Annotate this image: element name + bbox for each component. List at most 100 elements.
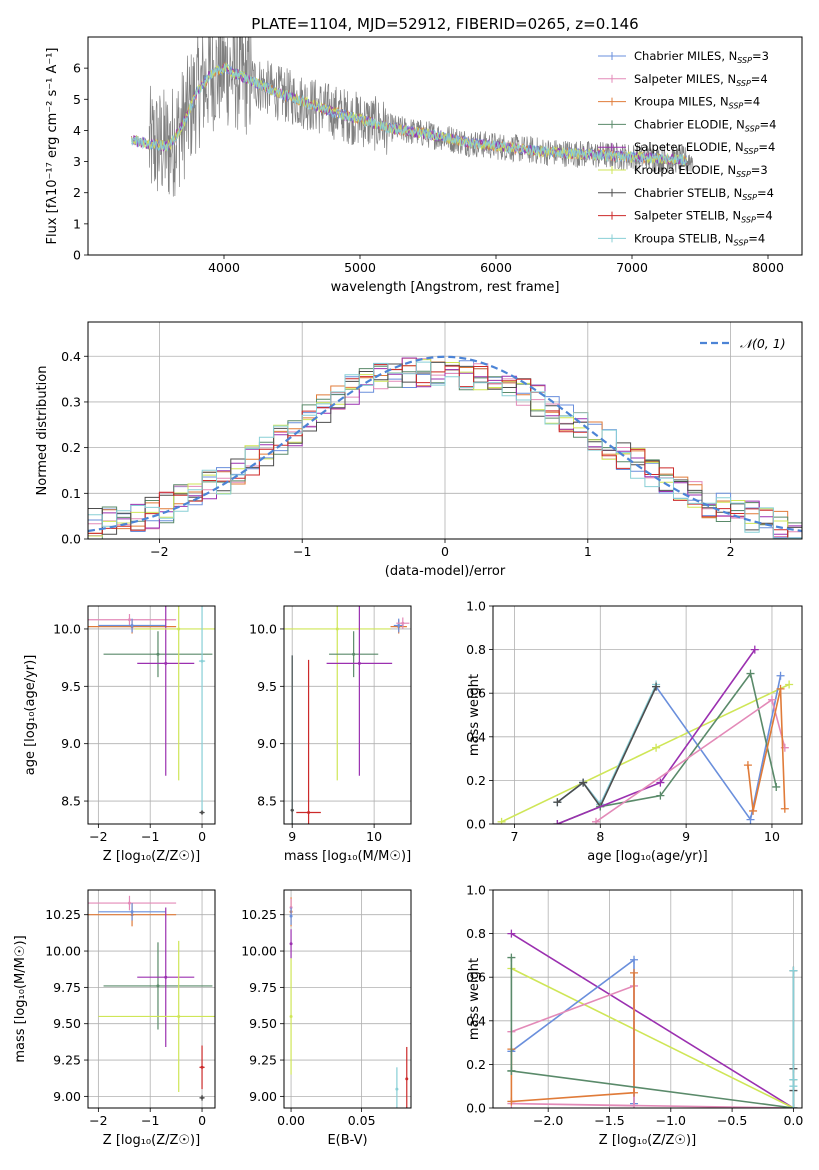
plus-marker xyxy=(656,778,665,787)
legend-label: Chabrier ELODIE, NSSP=4 xyxy=(634,117,776,133)
plus-marker xyxy=(507,953,516,962)
plus-marker xyxy=(507,929,516,938)
series-line xyxy=(556,686,657,809)
y-tick-label: 3 xyxy=(73,154,81,169)
data-point xyxy=(127,901,131,905)
y-tick-label: 0.1 xyxy=(61,486,81,501)
plot-area xyxy=(284,606,410,824)
y-tick-label: 1.0 xyxy=(466,883,486,898)
y-tick-label: 9.50 xyxy=(53,1016,81,1031)
y-tick-label: 0.4 xyxy=(466,729,486,744)
data-point xyxy=(395,1087,399,1091)
y-tick-label: 0.0 xyxy=(61,532,81,547)
plus-marker xyxy=(497,817,506,824)
x-tick-label: 9 xyxy=(682,829,690,844)
y-tick-label: 9.0 xyxy=(61,736,81,751)
x-tick-label: 7000 xyxy=(616,260,648,275)
x-tick-label: 0 xyxy=(198,1113,206,1128)
data-point xyxy=(200,659,204,663)
axes-frame xyxy=(283,605,412,825)
x-axis-label: wavelength [Angstrom, rest frame] xyxy=(331,280,560,295)
plot-area xyxy=(497,645,794,824)
y-tick-label: 9.75 xyxy=(53,980,81,995)
plus-marker xyxy=(507,1066,516,1075)
plot-area xyxy=(289,897,409,1108)
histogram-step xyxy=(88,364,802,539)
x-axis-label: E(B-V) xyxy=(327,1133,367,1148)
plot-area xyxy=(131,37,694,197)
x-tick-label: 10 xyxy=(366,829,382,844)
series-line xyxy=(556,675,782,822)
series-line xyxy=(501,683,790,823)
plus-marker xyxy=(785,680,794,689)
x-tick-label: 0.00 xyxy=(277,1113,305,1128)
y-tick-label: 2 xyxy=(73,185,81,200)
legend-label: Salpeter MILES, NSSP=4 xyxy=(634,72,768,88)
series-line xyxy=(557,671,778,824)
x-axis-label: Z [log₁₀(Z/Z☉)] xyxy=(103,849,200,864)
data-point xyxy=(200,1096,204,1100)
data-point xyxy=(357,661,361,665)
data-point xyxy=(289,942,293,946)
y-tick-label: 8.5 xyxy=(257,794,277,809)
plus-marker xyxy=(772,782,781,791)
data-point xyxy=(177,1014,181,1018)
histogram-step xyxy=(88,361,802,539)
plus-marker xyxy=(776,684,785,693)
y-axis-label: Normed distribution xyxy=(35,366,50,496)
y-tick-label: 10.00 xyxy=(241,944,277,959)
series-line xyxy=(595,698,786,823)
x-axis-label: Z [log₁₀(Z/Z☉)] xyxy=(599,1133,696,1148)
plot-area xyxy=(88,895,215,1101)
y-axis-label: mass weight xyxy=(467,674,482,756)
y-tick-label: 0.8 xyxy=(466,926,486,941)
y-tick-label: 0.4 xyxy=(61,349,81,364)
series-line xyxy=(510,957,795,1108)
y-tick-label: 10.0 xyxy=(249,621,277,636)
y-tick-label: 9.5 xyxy=(257,679,277,694)
axes-frame xyxy=(87,889,216,1109)
panel-residuals: −2 −1 0 1 2 0.0 0.1 0.2 0.3 0.4 (data-model)/error… xyxy=(35,321,803,579)
x-axis-label: mass [log₁₀(M/M☉)] xyxy=(284,849,411,864)
x-tick-label: −2.0 xyxy=(533,1113,563,1128)
y-tick-label: 0.4 xyxy=(466,1013,486,1028)
data-point xyxy=(290,808,294,812)
data-point xyxy=(335,627,339,631)
y-tick-label: 10.0 xyxy=(53,621,81,636)
plus-marker xyxy=(630,1101,639,1108)
data-point xyxy=(130,624,134,628)
y-tick-label: 10.25 xyxy=(45,907,81,922)
plus-marker xyxy=(789,966,798,975)
x-tick-label: 0.0 xyxy=(783,1113,803,1128)
plus-marker xyxy=(630,1088,639,1097)
plus-marker xyxy=(750,645,759,654)
plus-marker xyxy=(746,815,755,824)
y-tick-label: 0.0 xyxy=(466,1101,486,1116)
legend-label: Kroupa STELIB, NSSP=4 xyxy=(634,231,765,247)
legend-label: Kroupa ELODIE, NSSP=3 xyxy=(634,163,768,179)
x-tick-label: 7 xyxy=(510,829,518,844)
y-tick-label: 9.00 xyxy=(249,1089,277,1104)
data-point xyxy=(177,627,181,631)
histogram-step xyxy=(88,357,802,537)
x-tick-label: 0 xyxy=(198,829,206,844)
y-tick-label: 1.0 xyxy=(466,599,486,614)
y-tick-label: 0.8 xyxy=(466,642,486,657)
axes-frame xyxy=(492,889,803,1109)
data-point xyxy=(289,1014,293,1018)
plus-marker xyxy=(652,682,661,691)
figure-title: PLATE=1104, MJD=52912, FIBERID=0265, z=0… xyxy=(251,15,638,33)
axes-frame xyxy=(87,605,216,825)
plus-marker xyxy=(743,761,752,770)
axes-frame xyxy=(87,36,803,256)
series-line xyxy=(747,688,786,812)
x-tick-label: −2 xyxy=(89,1113,107,1128)
x-tick-label: −0.5 xyxy=(717,1113,747,1128)
x-tick-label: 0 xyxy=(441,544,449,559)
plus-marker xyxy=(507,1097,516,1106)
legend: Chabrier MILES, NSSP=3 Salpeter MILES, NS… xyxy=(598,49,776,247)
y-tick-label: 10.25 xyxy=(241,907,277,922)
x-tick-label: −1 xyxy=(141,1113,159,1128)
plus-marker xyxy=(630,968,639,977)
data-point xyxy=(200,811,204,815)
